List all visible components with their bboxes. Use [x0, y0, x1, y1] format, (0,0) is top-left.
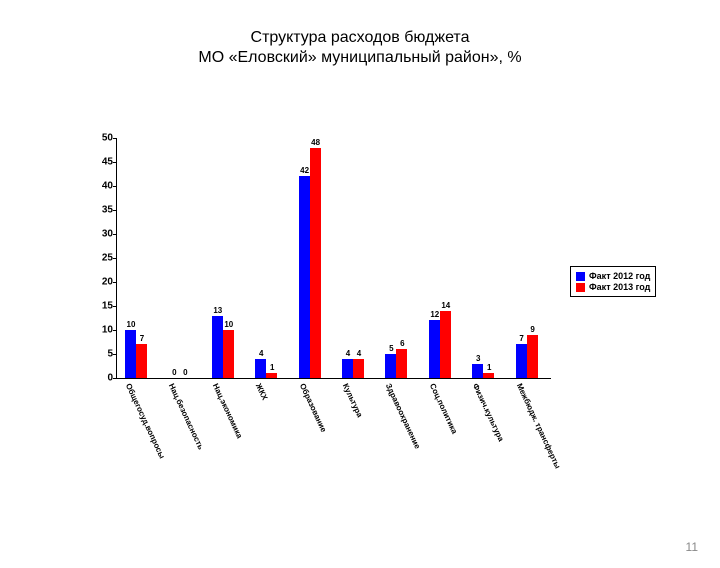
- bar-2013: [310, 148, 321, 378]
- x-tick-label: Нац.безопасность: [167, 382, 206, 451]
- bar-label: 10: [124, 320, 138, 329]
- chart-title-line1: Структура расходов бюджета: [0, 28, 720, 48]
- plot-area: 0510152025303540455010700131041424844561…: [116, 138, 551, 379]
- y-tick-label: 0: [89, 373, 113, 384]
- bar-label: 14: [439, 301, 453, 310]
- x-tick-label: Нац.экономика: [211, 382, 244, 440]
- bar-2013: [483, 373, 494, 378]
- legend-label-2012: Факт 2012 год: [589, 271, 650, 281]
- bar-2012: [429, 320, 440, 378]
- bar-2013: [353, 359, 364, 378]
- page-number: 11: [686, 540, 698, 554]
- x-tick-label: Образование: [297, 382, 327, 434]
- bar-label: 9: [526, 325, 540, 334]
- bar-2013: [527, 335, 538, 378]
- y-tick-label: 40: [89, 181, 113, 192]
- legend: Факт 2012 год Факт 2013 год: [570, 266, 656, 297]
- bar-label: 3: [471, 354, 485, 363]
- x-tick-label: Межбюдж. трансферты: [514, 382, 561, 470]
- bar-label: 1: [265, 363, 279, 372]
- x-tick-label: Культура: [341, 382, 365, 419]
- bar-label: 1: [482, 363, 496, 372]
- y-tick-label: 50: [89, 133, 113, 144]
- bar-2013: [440, 311, 451, 378]
- bar-label: 4: [352, 349, 366, 358]
- bar-label: 0: [178, 368, 192, 377]
- bar-2012: [385, 354, 396, 378]
- x-tick-label: Физич.культура: [471, 382, 506, 443]
- y-tick-label: 20: [89, 277, 113, 288]
- x-tick-label: Общегосуд.вопросы: [124, 382, 167, 460]
- bar-2013: [396, 349, 407, 378]
- bar-label: 13: [211, 306, 225, 315]
- y-tick-label: 5: [89, 349, 113, 360]
- x-tick-label: ЖКХ: [254, 382, 270, 402]
- y-tick-label: 25: [89, 253, 113, 264]
- x-tick-label: Соц.политика: [428, 382, 459, 435]
- bar-2013: [223, 330, 234, 378]
- legend-swatch-2012: [576, 272, 585, 281]
- chart-area: 0510152025303540455010700131041424844561…: [90, 138, 550, 418]
- bar-2013: [136, 344, 147, 378]
- bar-label: 7: [135, 334, 149, 343]
- y-tick-label: 30: [89, 229, 113, 240]
- legend-swatch-2013: [576, 283, 585, 292]
- bar-2012: [342, 359, 353, 378]
- bar-label: 48: [309, 138, 323, 147]
- bar-label: 10: [222, 320, 236, 329]
- y-tick-label: 45: [89, 157, 113, 168]
- x-tick-label: Здравоохранение: [384, 382, 422, 450]
- bar-label: 6: [395, 339, 409, 348]
- bar-2013: [266, 373, 277, 378]
- bar-2012: [516, 344, 527, 378]
- y-tick-label: 35: [89, 205, 113, 216]
- legend-label-2013: Факт 2013 год: [589, 282, 650, 292]
- y-tick-label: 15: [89, 301, 113, 312]
- y-tick-label: 10: [89, 325, 113, 336]
- chart-title-line2: МО «Еловский» муниципальный район», %: [0, 48, 720, 68]
- bar-label: 4: [254, 349, 268, 358]
- bar-2012: [299, 176, 310, 378]
